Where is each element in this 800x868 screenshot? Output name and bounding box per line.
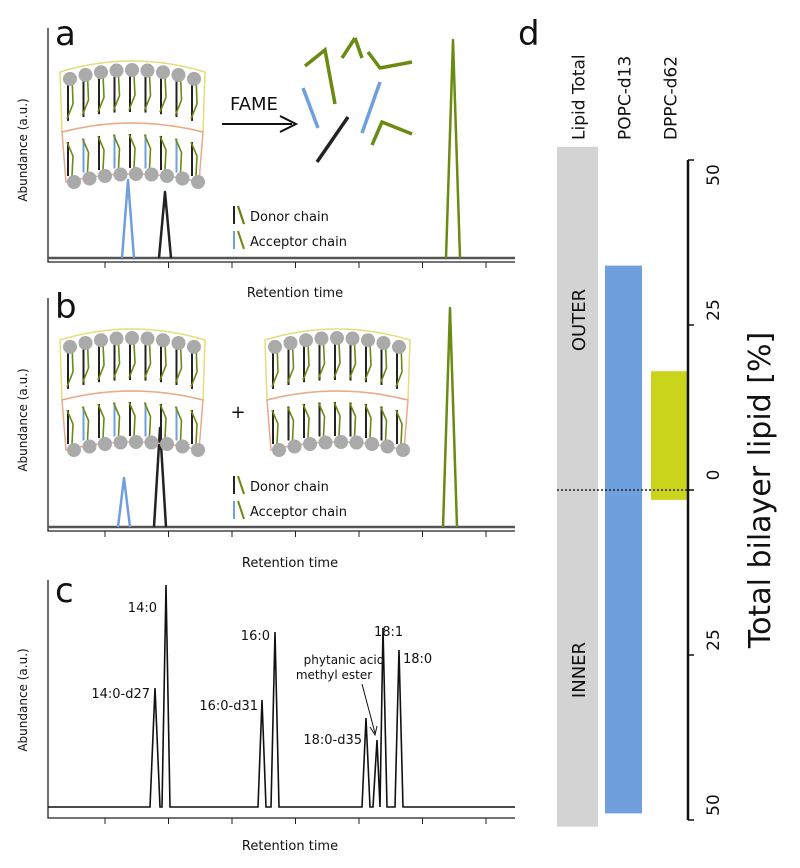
reaction-label: FAME [230, 94, 278, 115]
panel-b: b + Donor chain Acceptor chain Retention… [16, 287, 515, 571]
panel-c: c 14:0-d27 14:0 16:0-d31 16:0 18:0-d35 1… [16, 571, 515, 854]
tick-label: 50 [704, 164, 724, 186]
tick-label: 25 [704, 299, 724, 321]
bar-outer [651, 371, 688, 490]
legend-label: Donor chain [250, 210, 329, 225]
bar-inner [651, 490, 688, 500]
annotation: methyl ester [296, 668, 372, 682]
bar-inner [557, 490, 598, 827]
panel-letter: b [55, 287, 77, 327]
legend: Donor chain Acceptor chain [233, 205, 347, 250]
bar-outer [557, 146, 598, 491]
legend-label: Acceptor chain [250, 235, 347, 250]
peak [157, 190, 173, 259]
chromatogram [48, 584, 515, 808]
bilayer [59, 60, 206, 191]
x-ticks [104, 531, 487, 537]
bilayer [59, 328, 206, 459]
column-label: Lipid Total [570, 54, 590, 140]
panel-letter: d [518, 14, 540, 54]
panel-d: d Total bilayer lipid [%] Lipid Total POP… [518, 14, 778, 827]
peak [441, 306, 459, 528]
fame-fragments [301, 37, 413, 163]
x-ticks [104, 262, 487, 268]
tick-label: 25 [704, 629, 724, 651]
y-axis-label: Abundance (a.u.) [16, 368, 30, 471]
column-label: DPPC-d62 [662, 56, 682, 140]
legend-label: Acceptor chain [250, 505, 347, 520]
peak [116, 476, 132, 528]
tick-label: 0 [704, 470, 724, 481]
operator: + [230, 402, 245, 423]
peak-label: 18:0-d35 [303, 733, 362, 748]
axis-label: Total bilayer lipid [%] [743, 332, 778, 649]
peak-label: 16:0-d31 [199, 699, 258, 714]
x-axis-label: Retention time [242, 556, 338, 571]
x-axis-label: Retention time [247, 286, 343, 301]
panel-letter: c [55, 571, 74, 611]
peak-label: 16:0 [241, 629, 270, 644]
y-axis-label: Abundance (a.u.) [16, 648, 30, 751]
peak-label: 18:0 [403, 652, 432, 667]
annotation-arrow [361, 683, 378, 737]
peak-label: 14:0 [128, 601, 157, 616]
bilayer [264, 328, 411, 459]
column-label: POPC-d13 [616, 56, 636, 140]
arrow [222, 115, 299, 133]
tick-label: 50 [704, 794, 724, 816]
bar-outer [605, 265, 642, 490]
peak [120, 178, 136, 259]
peak [444, 38, 462, 259]
panel-letter: a [55, 14, 76, 54]
peak-label: 14:0-d27 [91, 687, 150, 702]
x-ticks [104, 818, 487, 824]
legend: Donor chain Acceptor chain [233, 475, 347, 520]
y-axis-label: Abundance (a.u.) [16, 98, 30, 201]
panel-a: a FAME Donor chain Acceptor chain Retent… [16, 14, 515, 301]
peak-label: 18:1 [374, 625, 403, 640]
region-label: OUTER [569, 289, 590, 351]
region-label: INNER [569, 642, 590, 698]
legend-label: Donor chain [250, 480, 329, 495]
x-axis-label: Retention time [242, 839, 338, 854]
bar-inner [605, 490, 642, 814]
annotation: phytanic acid [304, 653, 385, 667]
